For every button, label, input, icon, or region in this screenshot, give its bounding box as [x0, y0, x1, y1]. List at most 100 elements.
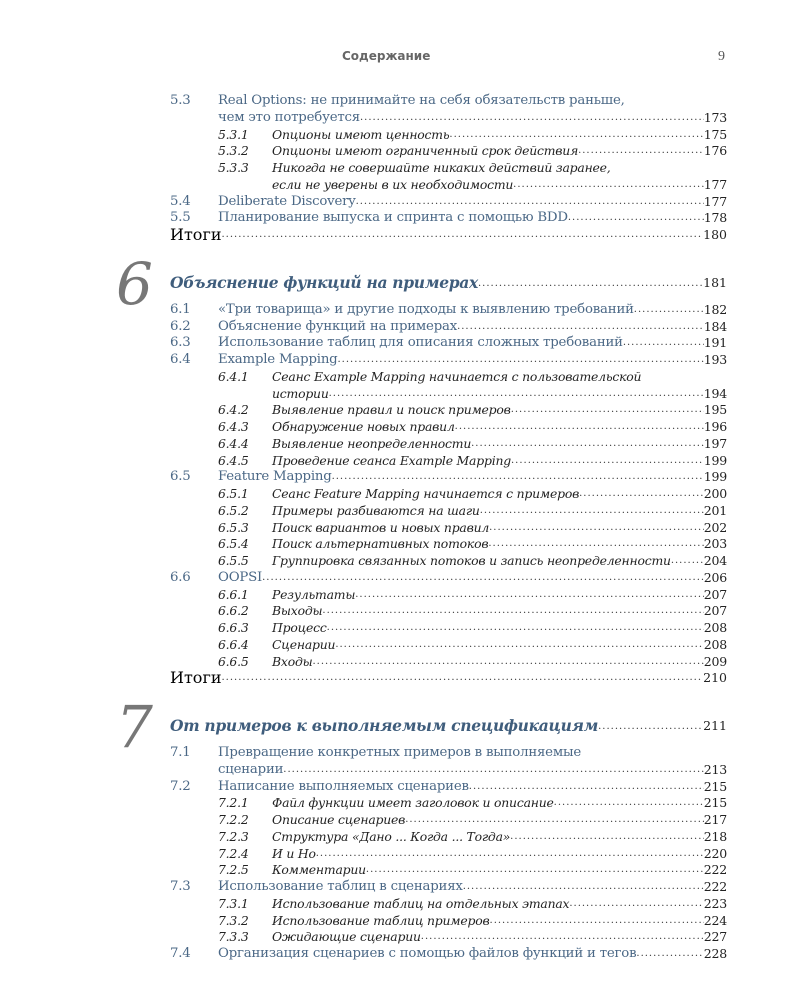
toc-entry[interactable]: 6.2 Объяснение функций на примерах 184: [170, 319, 727, 336]
entry-title[interactable]: Планирование выпуска и спринта с помощью…: [218, 210, 568, 226]
entry-title[interactable]: И и Но: [272, 845, 316, 861]
toc-entry[interactable]: 6.6.1 Результаты 207: [170, 587, 727, 604]
entry-page: 217: [703, 812, 727, 827]
toc-entry[interactable]: 6.6 OOPSI 206: [170, 570, 727, 587]
entry-title[interactable]: сценарии: [218, 761, 284, 777]
toc-entry[interactable]: 5.3.3 Никогда не совершайте никаких дейст…: [170, 160, 727, 177]
toc-entry[interactable]: 6.4.1 Сеанс Example Mapping начинается с …: [170, 369, 727, 386]
entry-title[interactable]: Deliberate Discovery: [218, 193, 356, 209]
toc-entry[interactable]: сценарии 213: [170, 762, 727, 779]
entry-title[interactable]: Использование таблиц примеров: [272, 912, 490, 928]
entry-title[interactable]: Опционы имеют ограниченный срок действия: [272, 143, 579, 159]
toc-entry[interactable]: 6.5.3 Поиск вариантов и новых правил 202: [170, 520, 727, 537]
entry-title[interactable]: Комментарии: [272, 862, 366, 878]
entry-title[interactable]: Выявление неопределенности: [272, 435, 472, 451]
toc-entry[interactable]: 6.5.2 Примеры разбиваются на шаги 201: [170, 503, 727, 520]
entry-title[interactable]: Организация сценариев с помощью файлов ф…: [218, 946, 637, 961]
toc-entry[interactable]: 6.3 Использование таблиц для описания сло…: [170, 335, 727, 352]
entry-title[interactable]: Итоги: [170, 225, 222, 244]
entry-title[interactable]: Процесс: [272, 620, 327, 635]
chapter-heading[interactable]: 7 От примеров к выполняемым спецификациям…: [116, 697, 727, 757]
entry-title[interactable]: Real Options: не принимайте на себя обяз…: [218, 93, 625, 108]
entry-title[interactable]: Example Mapping: [218, 352, 338, 367]
toc-entry[interactable]: 7.2.5 Комментарии 222: [170, 862, 727, 879]
entry-title[interactable]: Объяснение функций на примерах: [218, 318, 458, 334]
toc-entry[interactable]: 6.5.4 Поиск альтернативных потоков 203: [170, 536, 727, 553]
entry-title[interactable]: Проведение сеанса Example Mapping: [272, 452, 511, 468]
toc-entry[interactable]: 6.6.3 Процесс 208: [170, 620, 727, 637]
toc-entry[interactable]: 7.3.3 Ожидающие сценарии 227: [170, 929, 727, 946]
entry-title[interactable]: Выходы: [272, 603, 323, 619]
entry-title[interactable]: Структура «Дано ... Когда ... Тогда»: [272, 828, 511, 844]
toc-entry[interactable]: 6.4.4 Выявление неопределенности 197: [170, 436, 727, 453]
toc-entry[interactable]: 6.6.2 Выходы 207: [170, 603, 727, 620]
entry-title[interactable]: чем это потребуется: [218, 109, 360, 125]
entry-title[interactable]: Сеанс Example Mapping начинается с польз…: [272, 368, 642, 384]
chapter-title[interactable]: От примеров к выполняемым спецификациям: [170, 716, 599, 735]
entry-title[interactable]: OOPSI: [218, 569, 263, 585]
toc-entry[interactable]: 7.2.1 Файл функции имеет заголовок и опис…: [170, 795, 727, 812]
toc-entry[interactable]: 5.3.1 Опционы имеют ценность 175: [170, 127, 727, 144]
toc-entry[interactable]: 7.1 Превращение конкретных примеров в вып…: [170, 745, 727, 762]
toc-entry[interactable]: 6.4.2 Выявление правил и поиск примеров 19…: [170, 402, 727, 419]
entry-title[interactable]: если не уверены в их необходимости: [272, 176, 514, 192]
toc-entry[interactable]: 6.4.3 Обнаружение новых правил 196: [170, 419, 727, 436]
entry-title[interactable]: Сеанс Feature Mapping начинается с приме…: [272, 486, 580, 501]
toc-entry[interactable]: 5.4 Deliberate Discovery 177: [170, 194, 727, 211]
entry-title[interactable]: Использование таблиц в сценариях: [218, 879, 463, 894]
toc-entry[interactable]: 7.2 Написание выполняемых сценариев 215: [170, 779, 727, 796]
entry-title[interactable]: Опционы имеют ценность: [272, 126, 450, 142]
toc-entry[interactable]: 7.4 Организация сценариев с помощью файло…: [170, 946, 727, 963]
toc-entry[interactable]: 5.3 Real Options: не принимайте на себя о…: [170, 93, 727, 110]
entry-number: 6.4.2: [218, 402, 249, 418]
entry-title[interactable]: Никогда не совершайте никаких действий з…: [272, 160, 611, 175]
toc-entry[interactable]: 7.2.3 Структура «Дано ... Когда ... Тогда…: [170, 829, 727, 846]
toc-entry[interactable]: 6.6.5 Входы 209: [170, 654, 727, 671]
toc-entry[interactable]: 7.3.1 Использование таблиц на отдельных э…: [170, 896, 727, 913]
entry-title[interactable]: «Три товарища» и другие подходы к выявле…: [218, 301, 634, 317]
entry-title[interactable]: Группировка связанных потоков и запись н…: [272, 553, 671, 568]
entry-page: 199: [703, 469, 727, 485]
toc-entry[interactable]: 7.2.4 И и Но 220: [170, 846, 727, 863]
toc-entry[interactable]: 7.3 Использование таблиц в сценариях 222: [170, 879, 727, 896]
toc-entry[interactable]: 6.4 Example Mapping 193: [170, 352, 727, 369]
entry-title[interactable]: Описание сценариев: [272, 812, 406, 827]
entry-title[interactable]: Выявление правил и поиск примеров: [272, 402, 511, 418]
entry-title[interactable]: Написание выполняемых сценариев: [218, 778, 469, 794]
toc-entry[interactable]: 6.5.5 Группировка связанных потоков и зап…: [170, 553, 727, 570]
entry-title[interactable]: Входы: [272, 653, 313, 669]
entry-title[interactable]: Использование таблиц на отдельных этапах: [272, 895, 570, 911]
entry-title[interactable]: Файл функции имеет заголовок и описание: [272, 795, 554, 811]
entry-title[interactable]: Результаты: [272, 586, 356, 602]
toc-entry[interactable]: истории 194: [170, 386, 727, 403]
entry-title[interactable]: Использование таблиц для описания сложны…: [218, 335, 623, 351]
chapter-title[interactable]: Объяснение функций на примерах: [170, 272, 478, 292]
toc-entry[interactable]: 6.1 «Три товарища» и другие подходы к выя…: [170, 302, 727, 319]
entry-title[interactable]: Обнаружение новых правил: [272, 419, 455, 434]
summary-entry[interactable]: Итоги 210: [170, 668, 727, 688]
entry-title[interactable]: истории: [272, 385, 329, 401]
entry-title-line: Описание сценариев 217: [272, 812, 727, 829]
toc-entry[interactable]: 6.5.1 Сеанс Feature Mapping начинается с …: [170, 486, 727, 503]
toc-entry[interactable]: 6.5 Feature Mapping 199: [170, 469, 727, 486]
entry-title[interactable]: Поиск альтернативных потоков: [272, 536, 489, 552]
entry-page: 173: [703, 109, 727, 125]
entry-title[interactable]: Итоги: [170, 668, 222, 688]
toc-entry[interactable]: 6.6.4 Сценарии 208: [170, 637, 727, 654]
toc-entry[interactable]: 6.4.5 Проведение сеанса Example Mapping 19…: [170, 453, 727, 470]
entry-title[interactable]: Ожидающие сценарии: [272, 929, 421, 945]
toc-entry[interactable]: 5.3.2 Опционы имеют ограниченный срок дей…: [170, 143, 727, 160]
toc-entry[interactable]: 5.5 Планирование выпуска и спринта с помо…: [170, 210, 727, 227]
entry-title[interactable]: Превращение конкретных примеров в выполн…: [218, 745, 582, 760]
toc-entry[interactable]: если не уверены в их необходимости 177: [170, 177, 727, 194]
entry-title[interactable]: Поиск вариантов и новых правил: [272, 519, 490, 535]
entry-title[interactable]: Сценарии: [272, 636, 336, 652]
entry-title[interactable]: Примеры разбиваются на шаги: [272, 502, 480, 518]
entry-title[interactable]: Feature Mapping: [218, 469, 332, 485]
toc-entry[interactable]: 7.3.2 Использование таблиц примеров 224: [170, 913, 727, 930]
summary-entry[interactable]: Итоги 180: [170, 225, 727, 244]
toc-entry[interactable]: чем это потребуется 173: [170, 110, 727, 127]
entry-number: 7.3.1: [218, 895, 249, 911]
toc-entry[interactable]: 7.2.2 Описание сценариев 217: [170, 812, 727, 829]
